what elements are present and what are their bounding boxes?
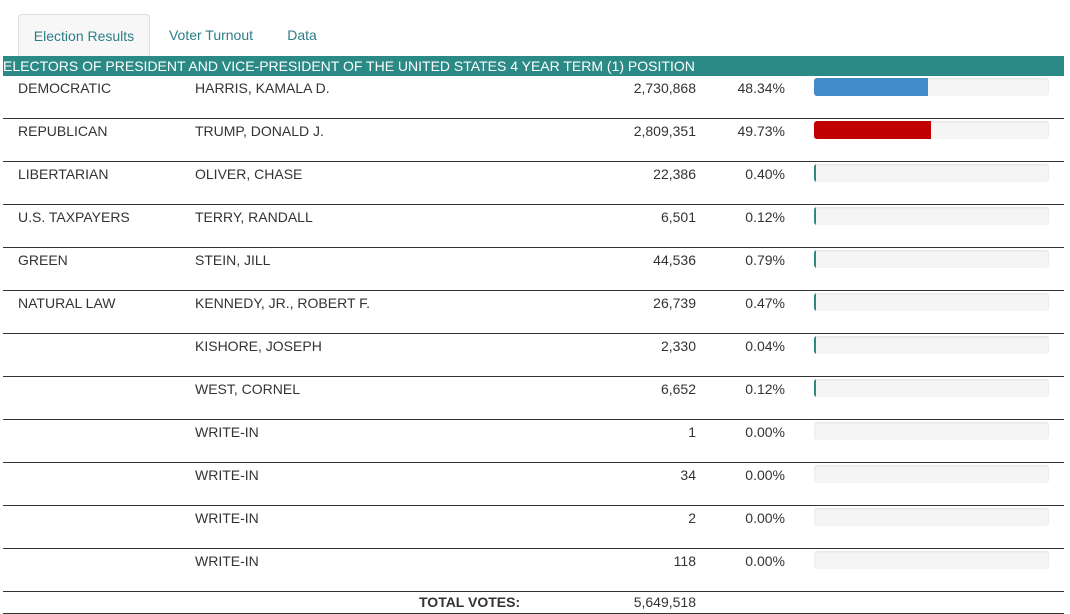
progress-bar-fill — [814, 293, 816, 311]
progress-bar — [814, 78, 1049, 96]
vote-percent: 0.47% — [745, 295, 785, 311]
table-row: WRITE-IN 118 0.00% — [3, 549, 1064, 592]
table-row: U.S. TAXPAYERS TERRY, RANDALL 6,501 0.12% — [3, 205, 1064, 248]
table-row: WEST, CORNEL 6,652 0.12% — [3, 377, 1064, 420]
party-name: NATURAL LAW — [18, 295, 116, 311]
progress-bar — [814, 379, 1049, 397]
total-votes-label: TOTAL VOTES: — [419, 594, 521, 610]
party-name: LIBERTARIAN — [18, 166, 109, 182]
candidate-name: HARRIS, KAMALA D. — [195, 80, 330, 96]
progress-bar — [814, 465, 1049, 483]
vote-percent: 0.00% — [745, 553, 785, 569]
vote-count: 44,536 — [653, 252, 696, 268]
table-row: WRITE-IN 1 0.00% — [3, 420, 1064, 463]
vote-percent: 0.00% — [745, 467, 785, 483]
table-row: KISHORE, JOSEPH 2,330 0.04% — [3, 334, 1064, 377]
party-name: REPUBLICAN — [18, 123, 108, 139]
progress-bar — [814, 293, 1049, 311]
vote-percent: 0.00% — [745, 424, 785, 440]
race-title: ELECTORS OF PRESIDENT AND VICE-PRESIDENT… — [3, 56, 1064, 76]
candidate-name: KENNEDY, JR., ROBERT F. — [195, 295, 371, 311]
tab-data[interactable]: Data — [287, 27, 317, 43]
progress-bar — [814, 250, 1049, 268]
candidate-name: OLIVER, CHASE — [195, 166, 303, 182]
vote-percent: 0.12% — [745, 381, 785, 397]
party-name: DEMOCRATIC — [18, 80, 112, 96]
progress-bar-fill — [814, 379, 816, 397]
table-row: LIBERTARIAN OLIVER, CHASE 22,386 0.40% — [3, 162, 1064, 205]
table-row: NATURAL LAW KENNEDY, JR., ROBERT F. 26,739… — [3, 291, 1064, 334]
progress-bar-fill — [814, 164, 816, 182]
total-votes-value: 5,649,518 — [633, 594, 696, 610]
progress-bar — [814, 336, 1049, 354]
vote-count: 118 — [673, 553, 696, 569]
vote-percent: 0.79% — [745, 252, 785, 268]
vote-count: 2,330 — [660, 338, 696, 354]
candidate-name: KISHORE, JOSEPH — [195, 338, 322, 354]
progress-bar — [814, 121, 1049, 139]
vote-percent: 0.00% — [745, 510, 785, 526]
tab-bar: Election Results Voter Turnout Data — [0, 0, 1064, 57]
progress-bar-fill — [814, 78, 928, 96]
progress-bar-fill — [814, 121, 931, 139]
vote-count: 6,501 — [660, 209, 696, 225]
progress-bar — [814, 164, 1049, 182]
tab-voter-turnout[interactable]: Voter Turnout — [168, 27, 254, 43]
table-row: DEMOCRATIC HARRIS, KAMALA D. 2,730,868 48.3… — [3, 76, 1064, 119]
vote-count: 22,386 — [653, 166, 696, 182]
candidate-name: WRITE-IN — [195, 510, 259, 526]
vote-percent: 49.73% — [737, 123, 785, 139]
vote-count: 26,739 — [653, 295, 696, 311]
candidate-name: WRITE-IN — [195, 467, 259, 483]
table-row: WRITE-IN 34 0.00% — [3, 463, 1064, 506]
candidate-name: TERRY, RANDALL — [195, 209, 313, 225]
vote-count: 6,652 — [660, 381, 696, 397]
vote-count: 2,809,351 — [633, 123, 696, 139]
progress-bar-fill — [814, 207, 816, 225]
party-name: GREEN — [18, 252, 68, 268]
progress-bar — [814, 207, 1049, 225]
table-row: REPUBLICAN TRUMP, DONALD J. 2,809,351 49.73… — [3, 119, 1064, 162]
vote-count: 2 — [688, 510, 696, 526]
progress-bar — [814, 551, 1049, 569]
results-table: DEMOCRATIC HARRIS, KAMALA D. 2,730,868 48.3… — [3, 76, 1064, 592]
progress-bar-fill — [814, 250, 816, 268]
vote-count: 1 — [688, 424, 696, 440]
candidate-name: WEST, CORNEL — [195, 381, 301, 397]
candidate-name: TRUMP, DONALD J. — [195, 123, 324, 139]
tab-election-results[interactable]: Election Results — [18, 14, 150, 57]
candidate-name: WRITE-IN — [195, 553, 259, 569]
progress-bar-fill — [814, 336, 816, 354]
candidate-name: WRITE-IN — [195, 424, 259, 440]
vote-percent: 0.40% — [745, 166, 785, 182]
progress-bar — [814, 422, 1049, 440]
total-row: TOTAL VOTES: 5,649,518 — [3, 592, 1064, 614]
vote-percent: 0.12% — [745, 209, 785, 225]
vote-percent: 48.34% — [737, 80, 785, 96]
vote-count: 34 — [680, 467, 696, 483]
table-row: GREEN STEIN, JILL 44,536 0.79% — [3, 248, 1064, 291]
vote-count: 2,730,868 — [633, 80, 696, 96]
table-row: WRITE-IN 2 0.00% — [3, 506, 1064, 549]
candidate-name: STEIN, JILL — [195, 252, 271, 268]
progress-bar — [814, 508, 1049, 526]
vote-percent: 0.04% — [745, 338, 785, 354]
party-name: U.S. TAXPAYERS — [18, 209, 130, 225]
